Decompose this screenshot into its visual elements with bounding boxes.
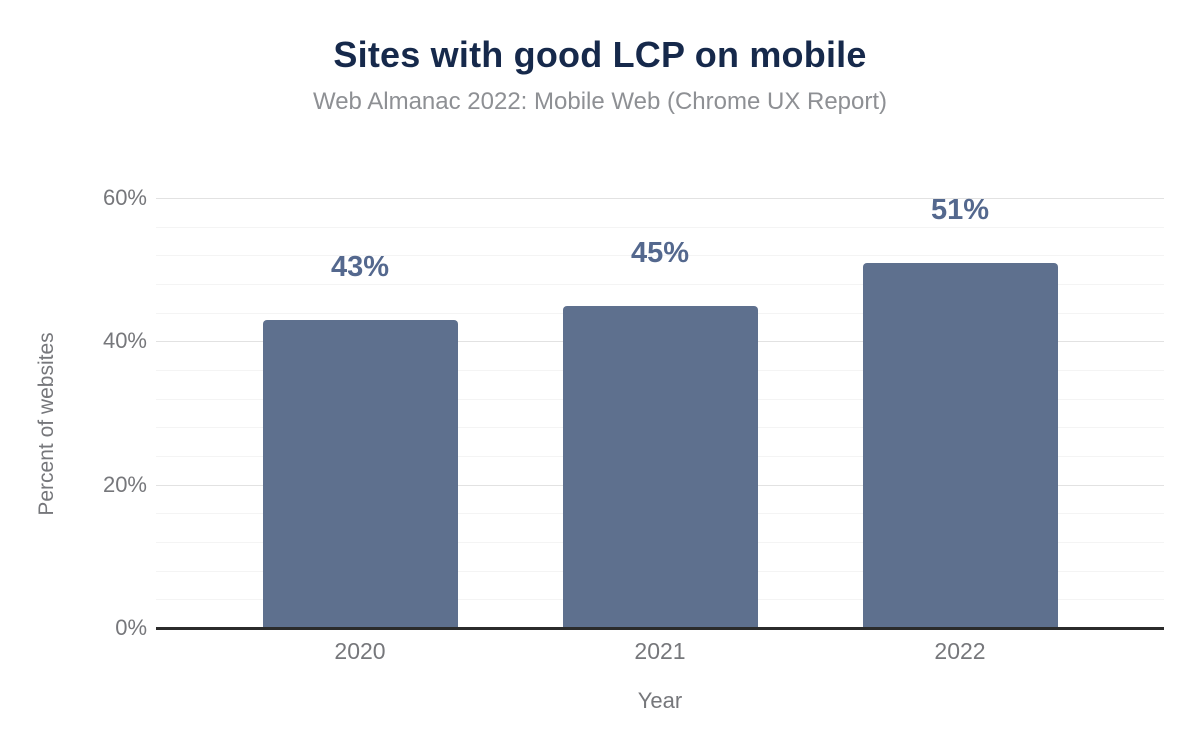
gridline-major <box>156 198 1164 199</box>
gridline-minor <box>156 227 1164 228</box>
bar <box>263 320 458 628</box>
x-tick-label: 2020 <box>334 638 386 664</box>
bar <box>563 306 758 628</box>
chart-title: Sites with good LCP on mobile <box>333 34 867 75</box>
bar-value-label: 43% <box>330 251 390 283</box>
y-tick-label: 60% <box>102 185 147 210</box>
x-tick-label: 2021 <box>634 638 686 664</box>
bar <box>863 263 1058 628</box>
x-tick-label: 2022 <box>934 638 986 664</box>
x-axis-title: Year <box>637 688 683 713</box>
gridline-minor <box>156 284 1164 285</box>
y-tick-label: 20% <box>102 472 147 497</box>
bar-value-label: 45% <box>630 237 690 269</box>
bar-value-label: 51% <box>930 194 990 226</box>
chart-subtitle: Web Almanac 2022: Mobile Web (Chrome UX … <box>312 88 888 115</box>
gridline-minor <box>156 255 1164 256</box>
y-tick-label: 40% <box>102 328 147 353</box>
x-axis-baseline <box>156 627 1164 630</box>
y-tick-label: 0% <box>115 615 147 640</box>
